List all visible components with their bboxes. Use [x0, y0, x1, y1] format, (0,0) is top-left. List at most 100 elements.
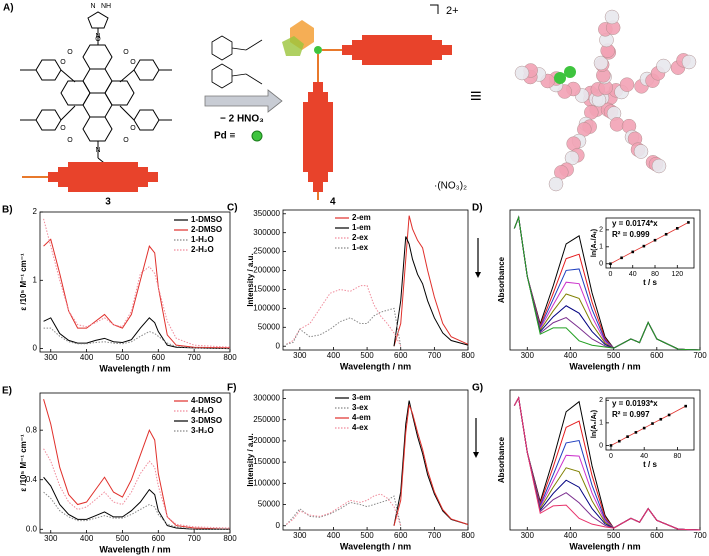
data-line: [393, 404, 469, 526]
y-tick-label: 250000: [253, 415, 280, 424]
data-line: [286, 285, 402, 347]
plot-frame: [39, 211, 231, 353]
panel-label: F): [227, 383, 236, 394]
x-tick-label: 400: [327, 531, 341, 540]
atom-label: O: [123, 137, 129, 144]
data-line: [513, 396, 701, 531]
legend-label: 1-em: [352, 223, 371, 232]
y-axis-label: Intensity / a.u.: [246, 433, 255, 486]
atom-sphere: [514, 65, 530, 81]
x-tick-label: 500: [360, 351, 374, 360]
panel-label: C): [227, 203, 238, 214]
data-line: [393, 215, 469, 347]
y-tick-label: 1: [33, 275, 38, 284]
plot-frame: [605, 397, 695, 451]
y-tick-label: 150000: [253, 457, 280, 466]
x-tick-label: 800: [461, 531, 475, 540]
rod: [48, 162, 158, 192]
data-line: [43, 476, 230, 530]
pd-ball: [314, 46, 322, 54]
data-point: [617, 439, 621, 443]
counterion: ·(NO₃)₂: [434, 181, 467, 192]
charge: 2+: [446, 5, 459, 17]
bracket: [430, 4, 439, 14]
y-tick-label: 1: [599, 244, 603, 251]
y-axis-label: ln(A₀/Aₜ): [591, 229, 598, 257]
x-axis-label: Wavelength / nm: [340, 361, 411, 371]
data-line: [43, 317, 231, 350]
atom-sphere: [619, 77, 635, 92]
legend-label: 3-em: [352, 393, 371, 402]
y-axis-label: Intensity / a.u.: [246, 253, 255, 306]
data-point: [642, 426, 646, 430]
pd-sphere: [554, 72, 566, 84]
x-tick-label: 700: [428, 351, 442, 360]
y-axis-label: ln(A₀/Aₜ): [591, 410, 598, 438]
plot-frame: [39, 392, 231, 534]
x-tick-label: 80: [673, 453, 681, 460]
panel-label: D): [472, 203, 483, 214]
y-tick-label: 100000: [253, 303, 280, 312]
legend-label: 4-H₂O: [191, 406, 214, 415]
chart: 300 400 500 600 700 800 0.0 0.4 0.8 Wavelength / …: [2, 386, 237, 555]
x-tick-label: 80: [651, 271, 659, 278]
panel-label: G): [472, 383, 483, 394]
y-tick-label: 0: [276, 341, 281, 350]
x-tick-label: 800: [223, 353, 237, 362]
x-axis-label: Wavelength / nm: [99, 363, 170, 373]
y-tick-label: 0: [276, 521, 281, 530]
pd-reagent: [211, 35, 263, 89]
data-point: [659, 417, 663, 421]
y-tick-label: 300000: [253, 228, 280, 237]
atom-label: NH: [101, 3, 111, 10]
rod-3: [22, 162, 158, 192]
y-tick-label: 100000: [253, 478, 280, 487]
y-tick-label: 1: [599, 420, 603, 427]
x-axis-label: Wavelength / nm: [569, 361, 640, 371]
pd-legend: Pd ≡: [214, 131, 236, 142]
x-tick-label: 600: [394, 531, 408, 540]
x-tick-label: 300: [44, 534, 58, 543]
inset: 0 40 80 0 1 2 y = 0.0193*x R² = 0.997 t / s ln(A₀…: [591, 397, 695, 469]
legend-label: 3-ex: [352, 403, 369, 412]
y-axis-label: Absorbance: [497, 256, 506, 303]
atom-sphere: [548, 176, 564, 192]
x-tick-label: 700: [693, 531, 707, 540]
x-tick-label: 400: [327, 351, 341, 360]
atom-label: N: [95, 147, 100, 154]
atom-label: O: [60, 59, 66, 66]
data-line: [43, 327, 231, 350]
ring: [282, 36, 304, 56]
x-tick-label: 700: [693, 351, 707, 360]
x-tick-label: 300: [293, 351, 307, 360]
y-tick-label: 50000: [258, 322, 281, 331]
annotation: y = 0.0193*x: [612, 399, 658, 408]
legend-label: 2-H₂O: [191, 245, 214, 254]
data-line: [285, 495, 402, 526]
atom-sphere: [633, 144, 649, 159]
y-tick-label: 2: [33, 207, 38, 216]
chart: 300 400 500 600 700 800 0 50000 100000 150000 2000…: [227, 383, 475, 552]
legend-label: 3-H₂O: [191, 426, 214, 435]
atom-label: O: [130, 59, 136, 66]
legend-label: 3-DMSO: [191, 416, 222, 425]
x-tick-label: 500: [607, 351, 621, 360]
y-tick-label: 50000: [258, 500, 281, 509]
equivalence: ≡: [470, 85, 482, 107]
annotation: R² = 0.999: [612, 230, 650, 239]
atom-sphere: [651, 158, 667, 174]
y-axis-label: Absorbance: [497, 436, 506, 483]
data-line: [43, 491, 230, 530]
x-tick-label: 600: [650, 351, 664, 360]
data-line: [393, 236, 469, 347]
data-line: [43, 238, 231, 349]
y-axis-label: ε /10⁵ M⁻¹ cm⁻¹: [19, 434, 28, 492]
legend-label: 1-H₂O: [191, 235, 214, 244]
reagent: − 2 HNO₃: [220, 114, 264, 125]
data-point: [684, 404, 687, 408]
x-tick-label: 0: [609, 271, 613, 278]
x-tick-label: 40: [640, 453, 648, 460]
